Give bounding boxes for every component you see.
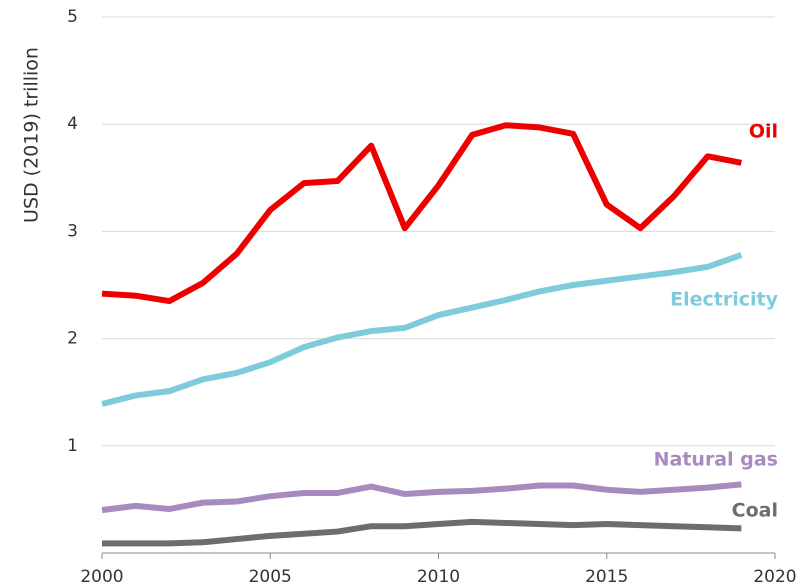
y-axis-label: USD (2019) trillion xyxy=(21,47,43,223)
x-tick-label: 2015 xyxy=(585,567,628,585)
series-label: Natural gas xyxy=(654,449,778,471)
x-tick-label: 2005 xyxy=(249,567,292,585)
series-label: Electricity xyxy=(670,289,778,311)
y-tick-label: 2 xyxy=(67,329,78,349)
series-label: Coal xyxy=(732,500,778,522)
x-tick-label: 2000 xyxy=(80,567,123,585)
series-label: Oil xyxy=(749,121,778,143)
series-line xyxy=(101,122,742,305)
x-tick-label: 2020 xyxy=(753,567,796,585)
series-line xyxy=(102,518,742,547)
x-tick-label: 2010 xyxy=(417,567,460,585)
y-tick-label: 3 xyxy=(67,221,78,241)
y-tick-label: 1 xyxy=(67,436,78,456)
y-tick-label: 4 xyxy=(67,114,78,134)
y-tick-label: 5 xyxy=(67,7,78,27)
series-line xyxy=(101,252,743,407)
series-line xyxy=(101,481,742,514)
